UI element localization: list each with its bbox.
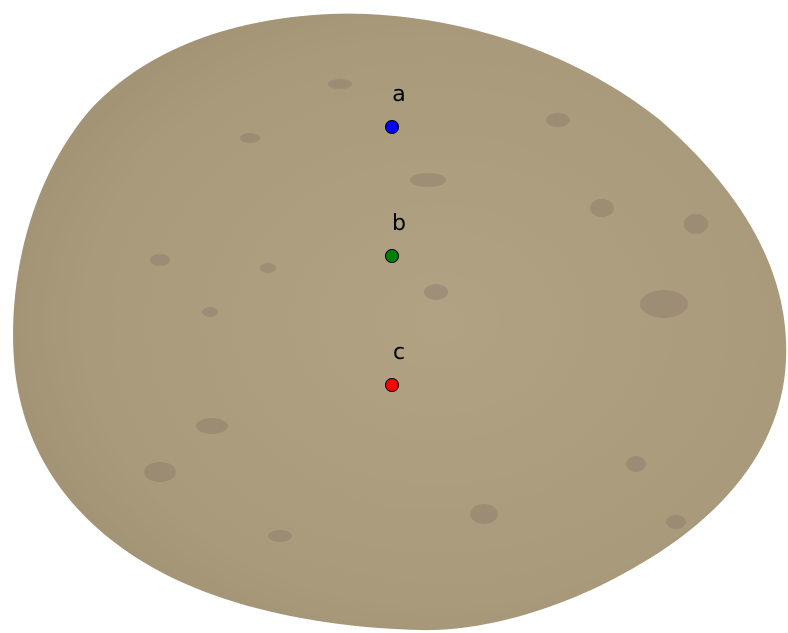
point-marker	[386, 121, 399, 134]
point-label: c	[393, 340, 405, 365]
point-marker	[386, 379, 399, 392]
page: abc (() => { const data = JSON.parse(doc…	[0, 0, 788, 633]
point-label: b	[392, 211, 406, 236]
point-marker	[386, 250, 399, 263]
image: a b c	[0, 0, 788, 633]
point-label: a	[392, 82, 405, 107]
